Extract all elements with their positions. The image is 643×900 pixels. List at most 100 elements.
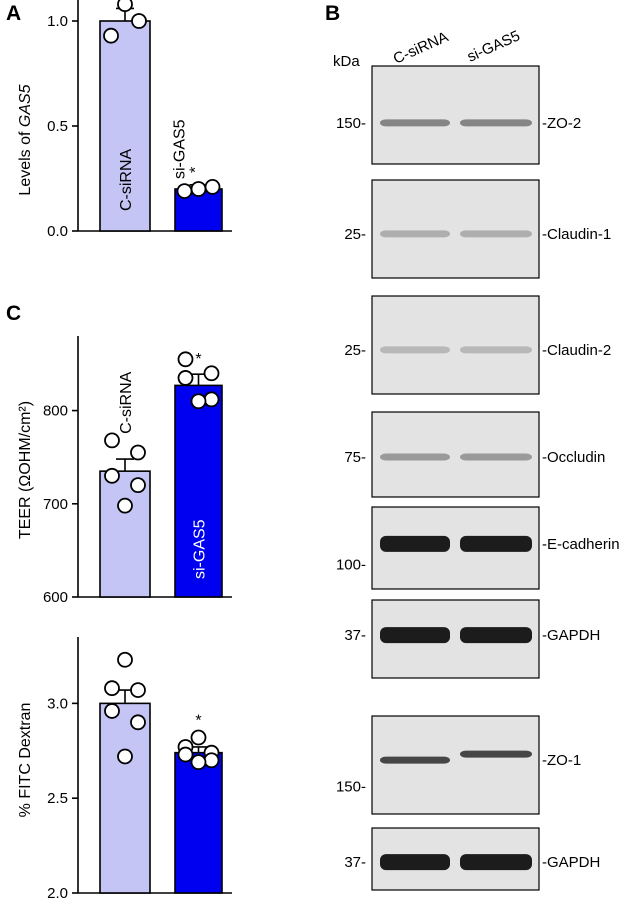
band-lane-2 (460, 750, 532, 758)
band-lane-2 (460, 854, 532, 871)
blot-image (371, 179, 540, 279)
data-point (203, 391, 220, 408)
protein-label: -E-cadherin (542, 536, 620, 553)
mw-marker: 100- (336, 556, 366, 573)
blot-image (371, 715, 540, 815)
data-point (177, 351, 194, 368)
mw-marker: 37- (344, 854, 366, 871)
data-point (104, 703, 120, 719)
mw-marker: 75- (344, 449, 366, 466)
protein-label: -ZO-2 (542, 115, 581, 132)
band-lane-1 (380, 854, 450, 871)
y-tick-label: 0.5 (47, 118, 68, 135)
data-point (104, 680, 120, 697)
chart-c2-ylabel: % FITC Dextran (17, 703, 34, 818)
chart-fitc-dextran: % FITC Dextran 2.0 2.5 3.0 * (17, 637, 232, 900)
mw-marker: 25- (344, 342, 366, 359)
data-point (130, 477, 146, 494)
band-lane-1 (380, 756, 450, 764)
panel-label-a: A (6, 2, 21, 25)
data-point (130, 714, 146, 731)
data-point (203, 365, 220, 382)
bar-label-c-sirna: C-siRNA (118, 371, 135, 434)
data-point (176, 183, 193, 200)
chart-teer: TEER (ΩOHM/cm²) 600 700 800 C-siRNA si-GAS5 * (17, 336, 232, 606)
chart-gas5-levels: Levels of GAS5 0.0 0.5 1.0 C-siRNA si-GAS5 * (17, 0, 232, 240)
data-point (117, 651, 133, 668)
protein-label: -Claudin-2 (542, 342, 611, 359)
panel-label-b: B (325, 2, 340, 25)
kda-label: kDa (333, 53, 360, 70)
y-tick-label: 3.0 (47, 695, 68, 712)
band-lane-2 (460, 119, 532, 127)
band-lane-2 (460, 453, 532, 461)
protein-label: -GAPDH (542, 854, 600, 871)
data-point (131, 13, 147, 29)
chart-c1-ylabel: TEER (ΩOHM/cm²) (17, 401, 34, 539)
significance-star: * (195, 351, 201, 368)
data-point (177, 746, 194, 763)
blot-image (371, 65, 540, 165)
bar-si-gas5 (174, 751, 223, 894)
protein-label: -Occludin (542, 449, 605, 466)
blot-occludin: 75- -Occludin (344, 411, 605, 498)
band-lane-2 (460, 535, 532, 552)
band-lane-1 (380, 346, 450, 354)
blot-e-cadherin: 100- -E-cadherin (336, 506, 620, 590)
bar-label-si-gas5: si-GAS5 (192, 519, 209, 579)
y-tick-label: 2.5 (47, 790, 68, 807)
mw-marker: 25- (344, 226, 366, 243)
chart-a-ylabel: Levels of GAS5 (17, 84, 34, 195)
bar-label-c-sirna: C-siRNA (118, 148, 135, 211)
lane-label-c-sirna: C-siRNA (391, 28, 451, 67)
protein-label: -GAPDH (542, 627, 600, 644)
data-point (190, 729, 207, 746)
data-point (130, 682, 146, 698)
mw-marker: 150- (336, 115, 366, 132)
y-tick-label: 0.0 (47, 223, 68, 240)
y-tick-label: 2.0 (47, 885, 68, 900)
panel-label-c: C (6, 302, 21, 325)
mw-marker: 150- (336, 779, 366, 796)
blot-zo-1: 150- -ZO-1 (336, 715, 581, 815)
band-lane-1 (380, 627, 450, 644)
band-lane-1 (380, 119, 450, 127)
band-lane-1 (380, 535, 450, 552)
y-tick-label: 1.0 (47, 13, 68, 30)
data-point (177, 370, 194, 386)
y-tick-label: 700 (43, 496, 68, 513)
data-point (117, 748, 133, 765)
data-point (204, 178, 221, 195)
blot-claudin-1: 25- -Claudin-1 (344, 179, 611, 279)
band-lane-1 (380, 230, 450, 238)
significance-star: * (188, 167, 205, 173)
band-lane-2 (460, 346, 532, 354)
blot-gapdh: 37- -GAPDH (344, 827, 600, 891)
data-point (104, 432, 120, 449)
band-lane-2 (460, 627, 532, 644)
blot-claudin-2: 25- -Claudin-2 (344, 295, 611, 395)
data-point (190, 181, 207, 197)
band-lane-1 (380, 453, 450, 461)
bar-c-sirna (99, 702, 151, 894)
protein-label: -Claudin-1 (542, 226, 611, 243)
y-tick-label: 600 (43, 589, 68, 606)
data-point (203, 752, 220, 769)
bar-si-gas5 (174, 384, 223, 598)
y-tick-label: 800 (43, 403, 68, 420)
data-point (103, 27, 119, 44)
western-blot-panel: kDa C-siRNA si-GAS5 150- -ZO-2 25- -Claudin… (333, 27, 620, 891)
data-point (190, 393, 207, 410)
blot-image (371, 411, 540, 498)
blot-gapdh: 37- -GAPDH (344, 599, 600, 679)
band-lane-2 (460, 230, 532, 238)
data-point (117, 0, 133, 13)
blot-image (371, 295, 540, 395)
lane-label-si-gas5: si-GAS5 (465, 27, 523, 65)
protein-label: -ZO-1 (542, 752, 581, 769)
data-point (117, 497, 133, 514)
data-point (130, 444, 146, 461)
data-point (190, 754, 207, 771)
data-point (104, 467, 120, 484)
